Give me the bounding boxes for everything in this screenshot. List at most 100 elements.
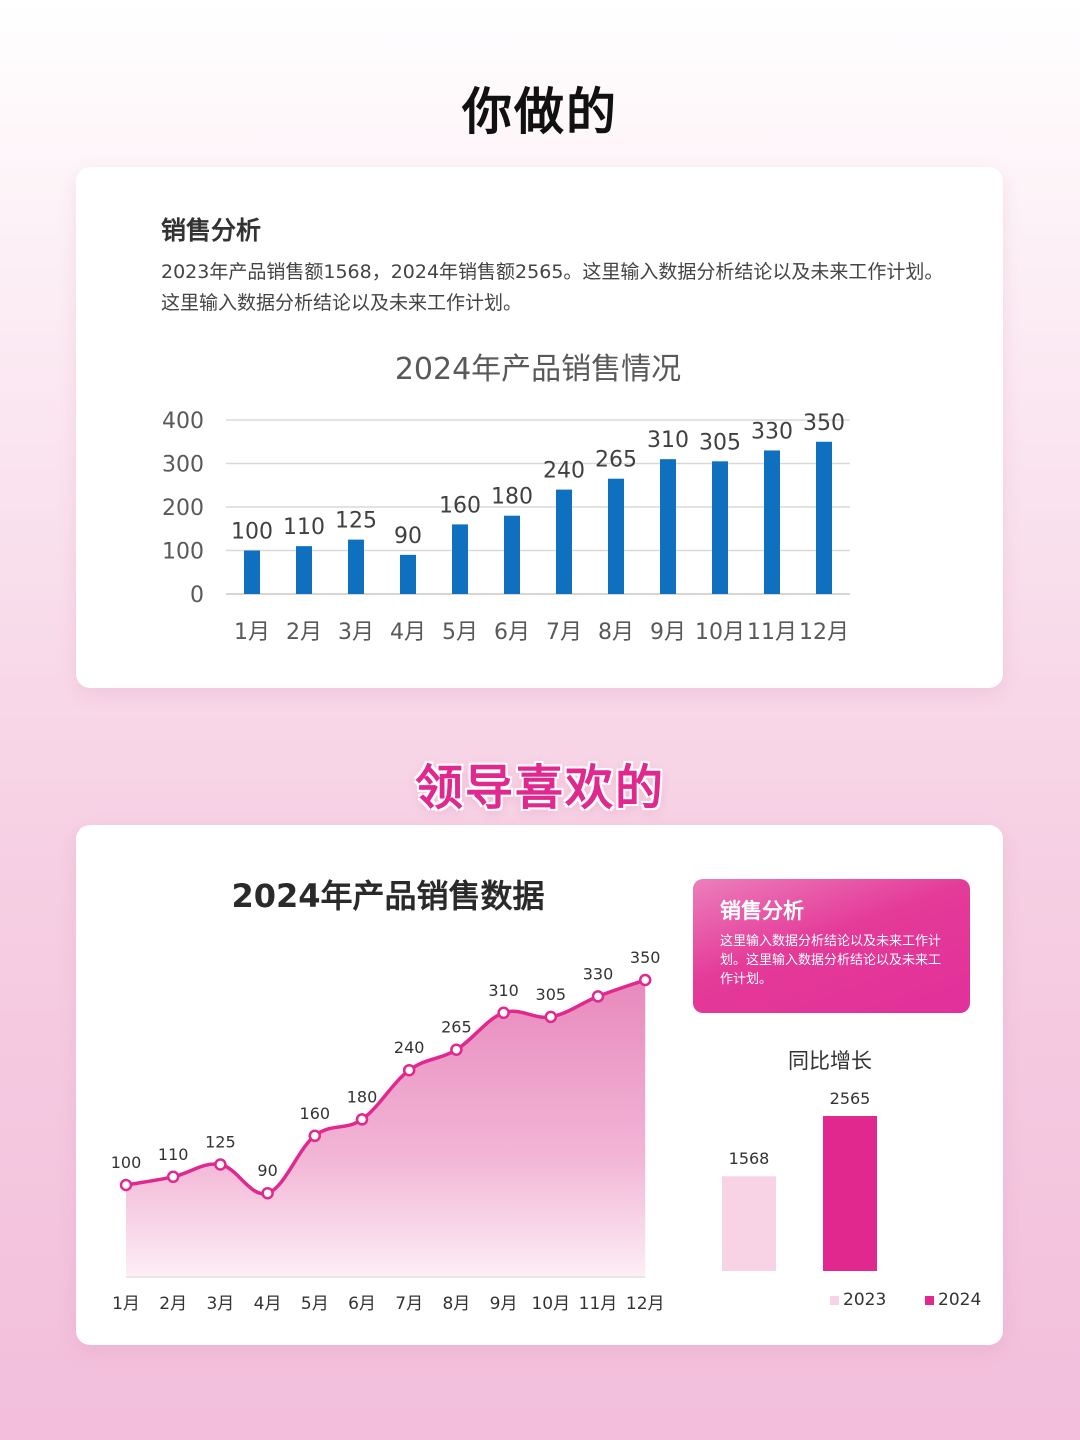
bar bbox=[764, 450, 780, 594]
x-tick-label: 9月 bbox=[490, 1294, 518, 1314]
x-tick-label: 11月 bbox=[579, 1294, 618, 1314]
data-label: 125 bbox=[205, 1133, 236, 1152]
data-label: 90 bbox=[257, 1161, 277, 1180]
x-tick-label: 1月 bbox=[234, 620, 270, 645]
x-tick-label: 2月 bbox=[286, 620, 322, 645]
bar bbox=[712, 461, 728, 594]
bar bbox=[348, 539, 364, 594]
area-chart-2024: 2024年产品销售数据 100 1月 110 2月 125 3月 90 4月 160 5月 180 6月… bbox=[111, 877, 665, 1314]
x-tick-label: 3月 bbox=[338, 620, 374, 645]
analysis-info-box: 销售分析 这里输入数据分析结论以及未来工作计划。这里输入数据分析结论以及未来工作… bbox=[693, 879, 970, 1013]
bar bbox=[608, 478, 624, 594]
x-tick-label: 6月 bbox=[348, 1294, 376, 1314]
legend-swatch bbox=[925, 1296, 934, 1305]
data-label: 125 bbox=[335, 509, 377, 534]
legend-swatch bbox=[830, 1296, 839, 1305]
area-fill bbox=[126, 980, 646, 1277]
data-label: 330 bbox=[751, 419, 793, 444]
bar bbox=[400, 554, 416, 594]
x-tick-label: 11月 bbox=[747, 620, 797, 645]
data-label: 160 bbox=[439, 493, 481, 518]
x-tick-label: 2月 bbox=[159, 1294, 187, 1314]
chart-title: 2024年产品销售数据 bbox=[231, 877, 544, 915]
data-label: 310 bbox=[647, 428, 689, 453]
data-label: 90 bbox=[394, 524, 422, 549]
data-label: 305 bbox=[536, 985, 567, 1004]
x-tick-label: 5月 bbox=[301, 1294, 329, 1314]
info-title: 销售分析 bbox=[720, 899, 804, 923]
x-tick-label: 4月 bbox=[254, 1294, 282, 1314]
data-point bbox=[355, 1113, 369, 1126]
analysis-text: 2023年产品销售额1568，2024年销售额2565。这里输入数据分析结论以及… bbox=[161, 261, 944, 314]
info-text: 这里输入数据分析结论以及未来工作计划。这里输入数据分析结论以及未来工作计划。 bbox=[720, 934, 942, 987]
data-point bbox=[261, 1186, 274, 1200]
basic-chart-card: 销售分析 2023年产品销售额1568，2024年销售额2565。这里输入数据分… bbox=[76, 167, 1003, 688]
x-tick-label: 1月 bbox=[112, 1294, 140, 1314]
x-tick-label: 12月 bbox=[626, 1294, 665, 1314]
bar bbox=[816, 441, 832, 594]
data-label: 265 bbox=[595, 448, 637, 473]
bar bbox=[556, 489, 572, 594]
x-tick-label: 4月 bbox=[390, 620, 426, 645]
chart-title: 同比增长 bbox=[788, 1049, 872, 1073]
chart-title: 2024年产品销售情况 bbox=[395, 352, 681, 387]
legend-label: 2024 bbox=[938, 1290, 981, 1310]
data-label: 240 bbox=[543, 459, 585, 484]
y-tick-label: 0 bbox=[190, 583, 204, 608]
bar bbox=[504, 515, 520, 594]
bar bbox=[722, 1176, 776, 1271]
y-tick-label: 100 bbox=[162, 540, 204, 565]
bar-chart-2024: 2024年产品销售情况 0 100 200 300 400 100 1月 110 2月 125 3月 9… bbox=[162, 352, 850, 645]
top-heading: 你做的 bbox=[462, 83, 618, 141]
y-tick-label: 400 bbox=[162, 409, 204, 434]
data-label: 110 bbox=[283, 515, 325, 540]
bar bbox=[452, 524, 468, 594]
x-tick-label: 6月 bbox=[494, 620, 530, 645]
legend-label: 2023 bbox=[843, 1290, 886, 1310]
data-label: 2565 bbox=[830, 1089, 871, 1108]
styled-chart-card: 2024年产品销售数据 100 1月 110 2月 125 3月 90 4月 160 5月 180 6月… bbox=[76, 825, 1003, 1345]
x-tick-label: 10月 bbox=[695, 620, 745, 645]
data-label: 110 bbox=[158, 1145, 189, 1164]
x-tick-label: 3月 bbox=[206, 1294, 234, 1314]
y-tick-label: 200 bbox=[162, 496, 204, 521]
data-point bbox=[497, 1006, 510, 1020]
x-tick-label: 5月 bbox=[442, 620, 478, 645]
x-tick-label: 7月 bbox=[546, 620, 582, 645]
data-point bbox=[119, 1178, 133, 1192]
x-tick-label: 10月 bbox=[531, 1294, 570, 1314]
data-point bbox=[544, 1010, 558, 1024]
data-label: 160 bbox=[300, 1104, 331, 1123]
y-tick-label: 300 bbox=[162, 453, 204, 478]
data-label: 265 bbox=[441, 1018, 472, 1037]
data-label: 305 bbox=[699, 430, 741, 455]
bar bbox=[244, 550, 260, 594]
data-label: 100 bbox=[231, 520, 273, 545]
bar bbox=[823, 1116, 877, 1271]
data-label: 330 bbox=[583, 964, 614, 983]
x-tick-label: 7月 bbox=[395, 1294, 423, 1314]
data-point bbox=[591, 990, 605, 1003]
data-label: 100 bbox=[111, 1153, 142, 1172]
analysis-title: 销售分析 bbox=[161, 216, 262, 245]
data-label: 240 bbox=[394, 1038, 425, 1057]
data-point bbox=[402, 1063, 416, 1077]
x-tick-label: 12月 bbox=[799, 620, 849, 645]
bar bbox=[296, 546, 312, 594]
data-point bbox=[450, 1043, 463, 1056]
x-tick-label: 9月 bbox=[650, 620, 686, 645]
x-tick-label: 8月 bbox=[442, 1294, 470, 1314]
data-point bbox=[638, 973, 652, 987]
bar bbox=[660, 459, 676, 594]
data-label: 350 bbox=[630, 948, 661, 967]
data-label: 350 bbox=[803, 411, 845, 436]
x-tick-label: 8月 bbox=[598, 620, 634, 645]
mid-heading: 领导喜欢的 bbox=[414, 760, 665, 816]
data-point bbox=[214, 1158, 227, 1171]
data-point bbox=[308, 1129, 322, 1143]
data-label: 180 bbox=[491, 485, 533, 510]
data-label: 310 bbox=[488, 981, 519, 1000]
data-point bbox=[166, 1170, 180, 1184]
yoy-bar-chart: 同比增长 1568 2565 2023 2024 bbox=[722, 1049, 981, 1310]
data-label: 180 bbox=[347, 1087, 378, 1106]
